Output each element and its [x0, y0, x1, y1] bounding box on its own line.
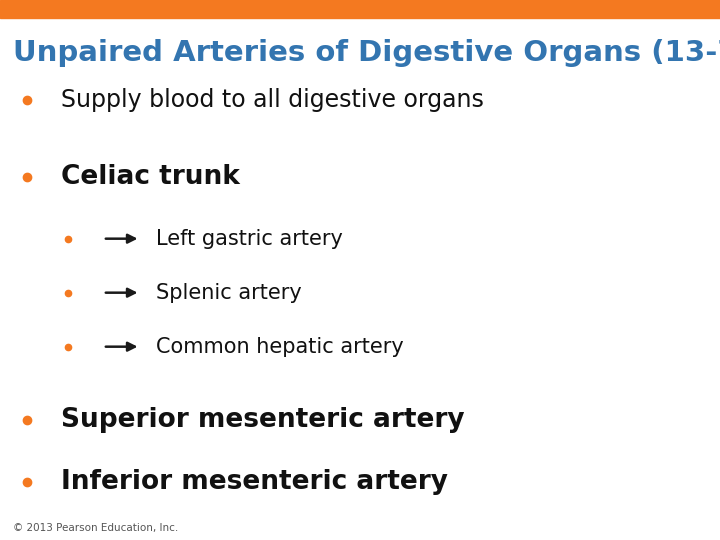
- Text: © 2013 Pearson Education, Inc.: © 2013 Pearson Education, Inc.: [13, 523, 179, 533]
- Text: Inferior mesenteric artery: Inferior mesenteric artery: [61, 469, 448, 495]
- Bar: [0, 0, 720, 18]
- Text: Left gastric artery: Left gastric artery: [156, 228, 343, 249]
- Text: Celiac trunk: Celiac trunk: [61, 164, 240, 190]
- Text: Superior mesenteric artery: Superior mesenteric artery: [61, 407, 465, 433]
- Text: Unpaired Arteries of Digestive Organs (13-7): Unpaired Arteries of Digestive Organs (1…: [13, 39, 720, 68]
- Text: Supply blood to all digestive organs: Supply blood to all digestive organs: [61, 88, 484, 112]
- Text: Splenic artery: Splenic artery: [156, 282, 302, 303]
- Text: Common hepatic artery: Common hepatic artery: [156, 336, 404, 357]
